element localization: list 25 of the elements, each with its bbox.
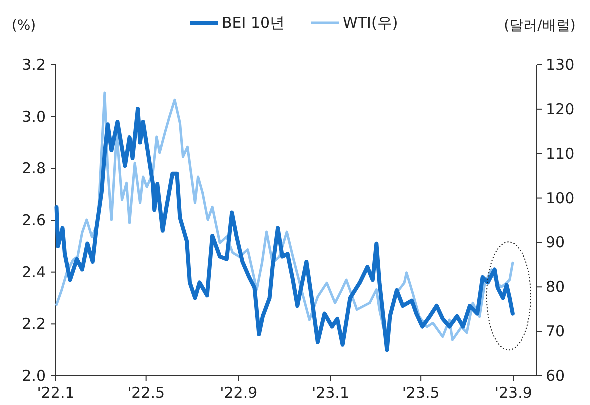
y2-tick-label: 110	[546, 144, 575, 163]
y-tick-label: 2.2	[22, 315, 46, 334]
x-tick-label: '23.9	[494, 384, 532, 402]
y2-tick-label: 60	[546, 367, 566, 385]
y-axis-title: (%)	[12, 18, 36, 34]
y2-axis-title: (달러/배럴)	[504, 18, 576, 34]
y-tick-label: 2.0	[22, 367, 46, 385]
x-tick-label: '23.5	[402, 384, 440, 402]
x-tick-label: '23.1	[312, 384, 350, 402]
y2-tick-label: 90	[546, 234, 566, 252]
y2-tick-label: 80	[546, 278, 566, 296]
legend-label: BEI 10년	[222, 14, 286, 32]
y-tick-label: 2.6	[22, 212, 46, 230]
y2-tick-label: 130	[546, 56, 575, 74]
x-tick-label: '22.9	[220, 384, 258, 402]
x-tick-label: '22.5	[128, 384, 166, 402]
legend-label: WTI(우)	[343, 14, 398, 32]
y2-tick-label: 120	[546, 100, 575, 118]
y2-tick-label: 100	[546, 189, 575, 208]
y2-tick-label: 70	[546, 322, 566, 341]
y-tick-label: 3.0	[22, 108, 46, 126]
y-tick-label: 2.8	[22, 160, 46, 178]
y-tick-label: 2.4	[22, 263, 46, 282]
x-tick-label: '22.1	[37, 384, 75, 402]
y-tick-label: 3.2	[22, 56, 46, 74]
